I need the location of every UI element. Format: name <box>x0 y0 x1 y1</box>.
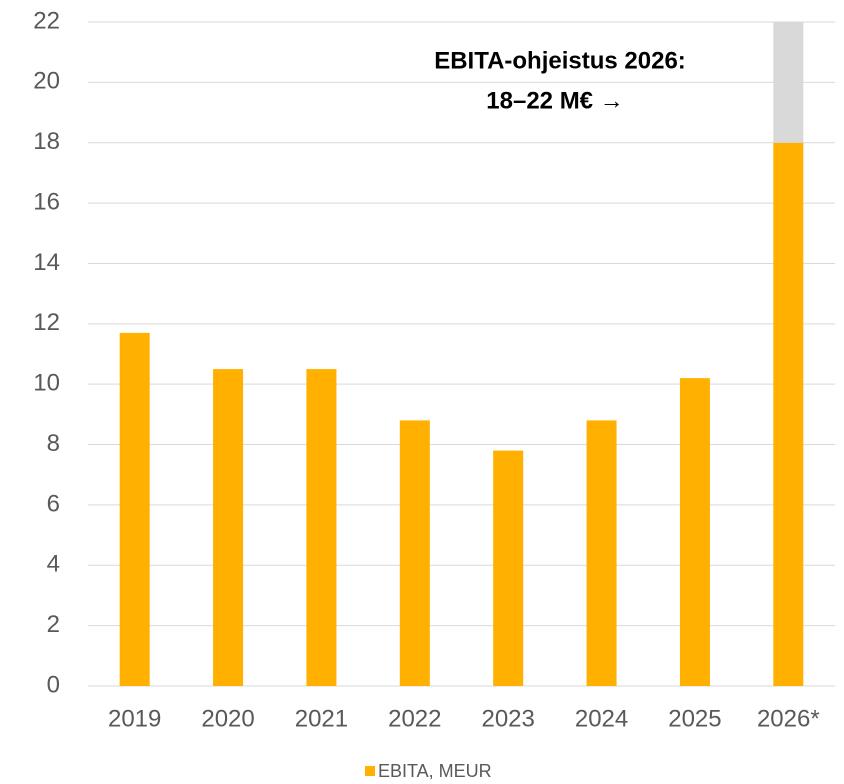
bar <box>586 420 617 686</box>
y-tick-label: 12 <box>33 309 60 336</box>
bar <box>306 369 337 686</box>
bar <box>399 420 430 686</box>
y-tick-label: 2 <box>47 611 60 638</box>
bar <box>493 450 524 686</box>
x-tick-label: 2025 <box>668 705 721 732</box>
bar <box>773 142 804 686</box>
y-tick-label: 6 <box>47 490 60 517</box>
x-tick-label: 2022 <box>388 705 441 732</box>
x-tick-label: 2019 <box>108 705 161 732</box>
bar <box>679 378 710 686</box>
y-tick-label: 8 <box>47 430 60 457</box>
y-tick-label: 4 <box>47 551 60 578</box>
bar <box>119 332 150 686</box>
x-tick-label: 2024 <box>575 705 628 732</box>
legend-swatch <box>365 766 375 776</box>
legend-label: EBITA, MEUR <box>378 761 492 781</box>
y-tick-label: 22 <box>33 7 60 34</box>
y-tick-label: 14 <box>33 249 60 276</box>
y-tick-label: 20 <box>33 68 60 95</box>
x-tick-label: 2020 <box>201 705 254 732</box>
x-tick-label: 2023 <box>481 705 534 732</box>
annotation: 18–22 M€ → <box>486 87 623 114</box>
bar <box>773 22 804 143</box>
annotation: EBITA-ohjeistus 2026: <box>434 47 686 74</box>
x-tick-label: 2026* <box>757 705 820 732</box>
y-tick-label: 10 <box>33 370 60 397</box>
y-tick-label: 0 <box>47 671 60 698</box>
y-tick-label: 18 <box>33 128 60 155</box>
x-tick-label: 2021 <box>295 705 348 732</box>
y-tick-label: 16 <box>33 188 60 215</box>
bar <box>213 369 244 686</box>
